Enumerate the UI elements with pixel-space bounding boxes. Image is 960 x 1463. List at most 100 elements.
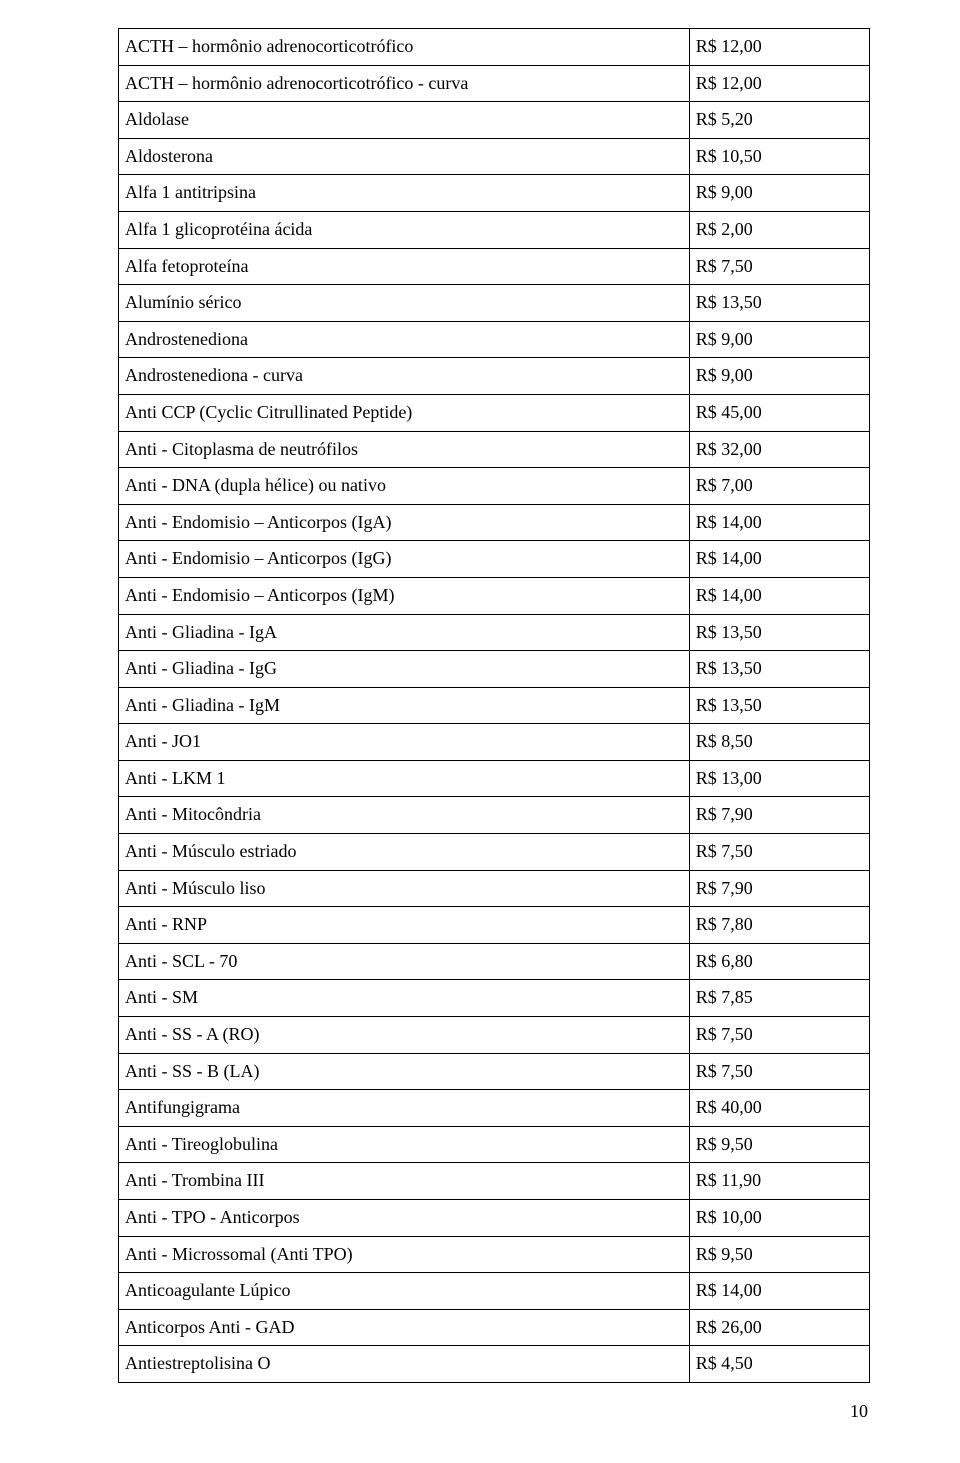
table-row: Anti - JO1R$ 8,50 — [119, 724, 870, 761]
table-row: Anti - TireoglobulinaR$ 9,50 — [119, 1126, 870, 1163]
item-name-cell: Anti - Gliadina - IgM — [119, 687, 690, 724]
item-price-cell: R$ 9,50 — [689, 1126, 869, 1163]
table-row: Anti - Endomisio – Anticorpos (IgA)R$ 14… — [119, 504, 870, 541]
item-price-cell: R$ 2,00 — [689, 211, 869, 248]
item-name-cell: Anti - Gliadina - IgA — [119, 614, 690, 651]
item-name-cell: Anti - RNP — [119, 907, 690, 944]
table-row: Anti - Músculo lisoR$ 7,90 — [119, 870, 870, 907]
item-name-cell: Anti - Gliadina - IgG — [119, 651, 690, 688]
table-row: Anti - Gliadina - IgAR$ 13,50 — [119, 614, 870, 651]
item-price-cell: R$ 7,90 — [689, 797, 869, 834]
table-row: Alfa 1 antitripsinaR$ 9,00 — [119, 175, 870, 212]
price-table: ACTH – hormônio adrenocorticotróficoR$ 1… — [118, 28, 870, 1383]
item-name-cell: Aldosterona — [119, 138, 690, 175]
item-name-cell: ACTH – hormônio adrenocorticotrófico - c… — [119, 65, 690, 102]
item-price-cell: R$ 13,50 — [689, 614, 869, 651]
table-row: Anticorpos Anti - GADR$ 26,00 — [119, 1309, 870, 1346]
table-row: Antiestreptolisina OR$ 4,50 — [119, 1346, 870, 1383]
table-row: Alfa 1 glicoprotéina ácidaR$ 2,00 — [119, 211, 870, 248]
item-price-cell: R$ 40,00 — [689, 1090, 869, 1127]
table-row: Anti - Músculo estriadoR$ 7,50 — [119, 834, 870, 871]
item-name-cell: Anti - TPO - Anticorpos — [119, 1200, 690, 1237]
table-row: AldosteronaR$ 10,50 — [119, 138, 870, 175]
table-row: Anti - LKM 1R$ 13,00 — [119, 760, 870, 797]
page-number: 10 — [118, 1401, 870, 1423]
item-name-cell: Alfa 1 antitripsina — [119, 175, 690, 212]
table-row: Androstenediona - curvaR$ 9,00 — [119, 358, 870, 395]
item-name-cell: Anti - Endomisio – Anticorpos (IgA) — [119, 504, 690, 541]
item-price-cell: R$ 7,50 — [689, 1017, 869, 1054]
table-row: Anti - RNPR$ 7,80 — [119, 907, 870, 944]
item-price-cell: R$ 12,00 — [689, 65, 869, 102]
item-price-cell: R$ 13,50 — [689, 687, 869, 724]
table-row: Anti - Endomisio – Anticorpos (IgG)R$ 14… — [119, 541, 870, 578]
item-name-cell: Anti - DNA (dupla hélice) ou nativo — [119, 468, 690, 505]
item-price-cell: R$ 4,50 — [689, 1346, 869, 1383]
item-name-cell: Anti - Mitocôndria — [119, 797, 690, 834]
table-row: Alfa fetoproteínaR$ 7,50 — [119, 248, 870, 285]
item-price-cell: R$ 7,90 — [689, 870, 869, 907]
item-price-cell: R$ 11,90 — [689, 1163, 869, 1200]
table-row: Anti - Gliadina - IgGR$ 13,50 — [119, 651, 870, 688]
item-price-cell: R$ 9,00 — [689, 358, 869, 395]
item-price-cell: R$ 14,00 — [689, 504, 869, 541]
item-price-cell: R$ 7,50 — [689, 1053, 869, 1090]
item-price-cell: R$ 9,50 — [689, 1236, 869, 1273]
table-row: Alumínio séricoR$ 13,50 — [119, 285, 870, 322]
table-row: Anti CCP (Cyclic Citrullinated Peptide)R… — [119, 394, 870, 431]
table-row: ACTH – hormônio adrenocorticotrófico - c… — [119, 65, 870, 102]
item-name-cell: Anti - Tireoglobulina — [119, 1126, 690, 1163]
table-row: Anti - Endomisio – Anticorpos (IgM)R$ 14… — [119, 577, 870, 614]
item-name-cell: Anti CCP (Cyclic Citrullinated Peptide) — [119, 394, 690, 431]
item-name-cell: Anti - Microssomal (Anti TPO) — [119, 1236, 690, 1273]
item-price-cell: R$ 6,80 — [689, 943, 869, 980]
table-row: Anti - Microssomal (Anti TPO)R$ 9,50 — [119, 1236, 870, 1273]
item-name-cell: Anti - Trombina III — [119, 1163, 690, 1200]
item-price-cell: R$ 7,50 — [689, 834, 869, 871]
table-row: Anti - Gliadina - IgMR$ 13,50 — [119, 687, 870, 724]
item-price-cell: R$ 14,00 — [689, 541, 869, 578]
item-price-cell: R$ 7,85 — [689, 980, 869, 1017]
item-name-cell: Androstenediona — [119, 321, 690, 358]
table-row: Anti - Citoplasma de neutrófilosR$ 32,00 — [119, 431, 870, 468]
item-name-cell: Aldolase — [119, 102, 690, 139]
item-name-cell: Androstenediona - curva — [119, 358, 690, 395]
item-name-cell: Anti - JO1 — [119, 724, 690, 761]
item-price-cell: R$ 8,50 — [689, 724, 869, 761]
item-name-cell: Anti - Endomisio – Anticorpos (IgM) — [119, 577, 690, 614]
table-row: AndrostenedionaR$ 9,00 — [119, 321, 870, 358]
item-name-cell: Anti - Citoplasma de neutrófilos — [119, 431, 690, 468]
table-row: Anti - SS - A (RO)R$ 7,50 — [119, 1017, 870, 1054]
item-name-cell: Anti - SM — [119, 980, 690, 1017]
table-row: Anti - TPO - AnticorposR$ 10,00 — [119, 1200, 870, 1237]
item-price-cell: R$ 12,00 — [689, 29, 869, 66]
table-row: Anticoagulante LúpicoR$ 14,00 — [119, 1273, 870, 1310]
item-price-cell: R$ 32,00 — [689, 431, 869, 468]
item-name-cell: Antifungigrama — [119, 1090, 690, 1127]
item-price-cell: R$ 14,00 — [689, 577, 869, 614]
item-price-cell: R$ 7,50 — [689, 248, 869, 285]
item-name-cell: Anticorpos Anti - GAD — [119, 1309, 690, 1346]
item-price-cell: R$ 5,20 — [689, 102, 869, 139]
item-price-cell: R$ 13,50 — [689, 285, 869, 322]
item-name-cell: Anti - SS - B (LA) — [119, 1053, 690, 1090]
table-row: Anti - SS - B (LA)R$ 7,50 — [119, 1053, 870, 1090]
item-name-cell: Alfa fetoproteína — [119, 248, 690, 285]
item-price-cell: R$ 26,00 — [689, 1309, 869, 1346]
table-row: Anti - Trombina IIIR$ 11,90 — [119, 1163, 870, 1200]
item-price-cell: R$ 7,80 — [689, 907, 869, 944]
table-row: Anti - SMR$ 7,85 — [119, 980, 870, 1017]
table-row: Anti - DNA (dupla hélice) ou nativoR$ 7,… — [119, 468, 870, 505]
item-name-cell: ACTH – hormônio adrenocorticotrófico — [119, 29, 690, 66]
item-name-cell: Anti - LKM 1 — [119, 760, 690, 797]
item-name-cell: Anti - Músculo estriado — [119, 834, 690, 871]
item-price-cell: R$ 10,00 — [689, 1200, 869, 1237]
table-row: AldolaseR$ 5,20 — [119, 102, 870, 139]
item-name-cell: Anti - Endomisio – Anticorpos (IgG) — [119, 541, 690, 578]
item-name-cell: Alumínio sérico — [119, 285, 690, 322]
item-name-cell: Anti - SS - A (RO) — [119, 1017, 690, 1054]
item-name-cell: Anti - SCL - 70 — [119, 943, 690, 980]
table-row: Anti - MitocôndriaR$ 7,90 — [119, 797, 870, 834]
item-price-cell: R$ 7,00 — [689, 468, 869, 505]
item-price-cell: R$ 13,00 — [689, 760, 869, 797]
